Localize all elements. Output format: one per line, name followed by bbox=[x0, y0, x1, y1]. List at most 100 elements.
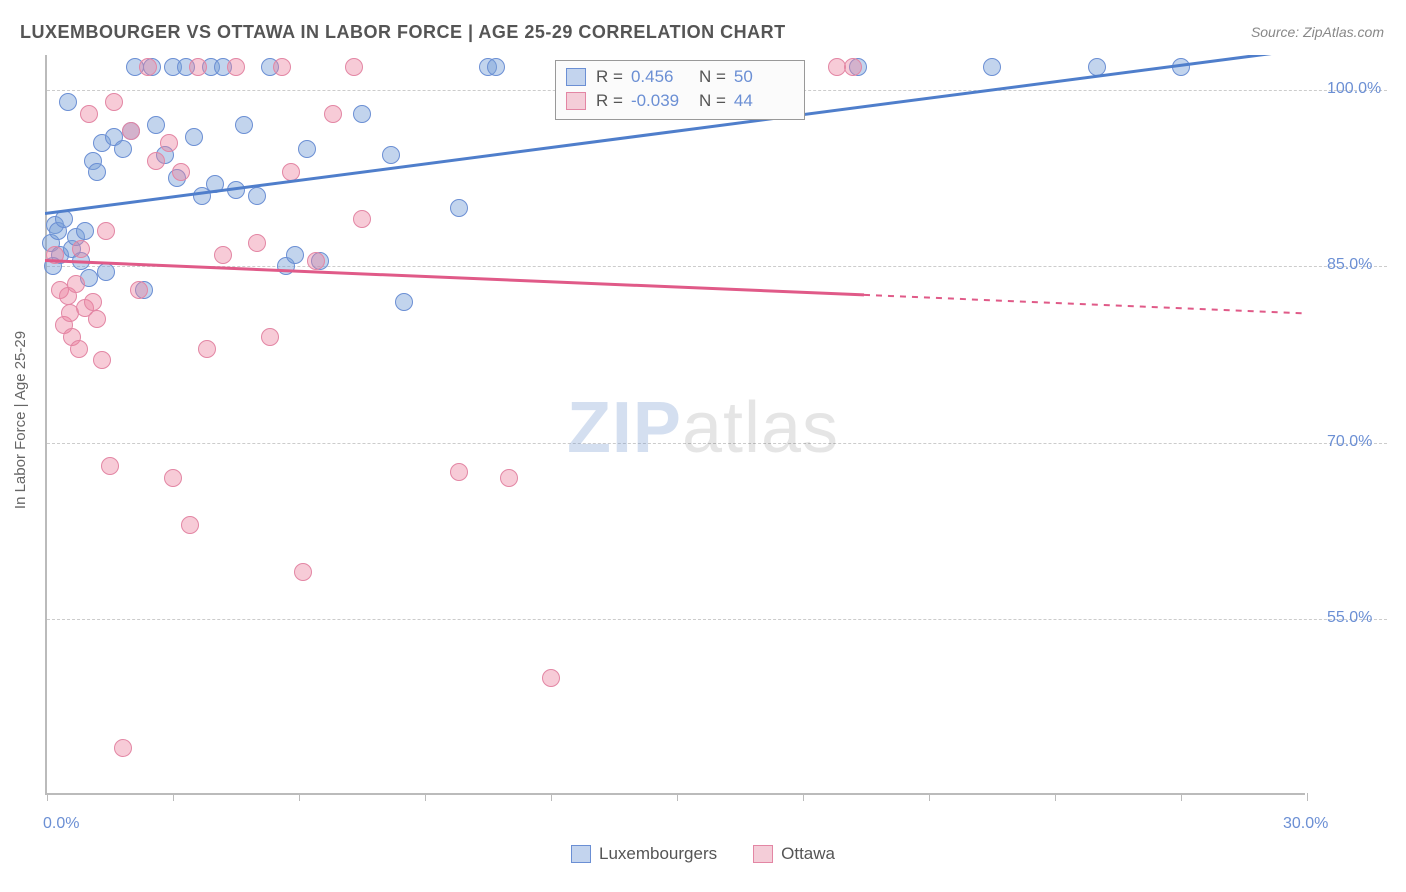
plot-area: 55.0%70.0%85.0%100.0%0.0%30.0% bbox=[45, 55, 1305, 795]
legend-swatch bbox=[753, 845, 773, 863]
x-tick bbox=[173, 793, 174, 801]
scatter-point bbox=[70, 340, 88, 358]
scatter-point bbox=[206, 175, 224, 193]
scatter-point bbox=[345, 58, 363, 76]
scatter-point bbox=[84, 293, 102, 311]
scatter-point bbox=[88, 163, 106, 181]
scatter-point bbox=[353, 105, 371, 123]
scatter-point bbox=[273, 58, 291, 76]
scatter-point bbox=[1088, 58, 1106, 76]
legend-label: Ottawa bbox=[781, 844, 835, 864]
n-value: 50 bbox=[734, 67, 794, 87]
r-value: 0.456 bbox=[631, 67, 691, 87]
scatter-point bbox=[130, 281, 148, 299]
y-axis-label: In Labor Force | Age 25-29 bbox=[12, 331, 29, 509]
scatter-point bbox=[324, 105, 342, 123]
y-tick-label: 70.0% bbox=[1327, 433, 1372, 451]
scatter-point bbox=[76, 222, 94, 240]
scatter-point bbox=[294, 563, 312, 581]
x-tick bbox=[299, 793, 300, 801]
scatter-point bbox=[97, 222, 115, 240]
x-tick bbox=[425, 793, 426, 801]
scatter-point bbox=[983, 58, 1001, 76]
scatter-point bbox=[97, 263, 115, 281]
scatter-point bbox=[139, 58, 157, 76]
legend-swatch bbox=[566, 92, 586, 110]
source-attribution: Source: ZipAtlas.com bbox=[1251, 24, 1384, 40]
x-tick-label: 30.0% bbox=[1283, 815, 1328, 833]
legend-label: Luxembourgers bbox=[599, 844, 717, 864]
scatter-point bbox=[395, 293, 413, 311]
bottom-legend-item: Ottawa bbox=[753, 844, 835, 864]
r-value: -0.039 bbox=[631, 91, 691, 111]
scatter-point bbox=[286, 246, 304, 264]
n-value: 44 bbox=[734, 91, 794, 111]
scatter-point bbox=[147, 116, 165, 134]
r-label: R = bbox=[596, 91, 623, 111]
x-tick bbox=[929, 793, 930, 801]
scatter-point bbox=[93, 351, 111, 369]
scatter-point bbox=[114, 739, 132, 757]
scatter-point bbox=[185, 128, 203, 146]
scatter-point bbox=[382, 146, 400, 164]
x-tick bbox=[803, 793, 804, 801]
legend-stat-row: R = -0.039 N = 44 bbox=[566, 89, 794, 113]
chart-title: LUXEMBOURGER VS OTTAWA IN LABOR FORCE | … bbox=[20, 22, 786, 43]
scatter-point bbox=[282, 163, 300, 181]
legend-swatch bbox=[566, 68, 586, 86]
chart-container: LUXEMBOURGER VS OTTAWA IN LABOR FORCE | … bbox=[0, 0, 1406, 892]
scatter-point bbox=[101, 457, 119, 475]
scatter-point bbox=[261, 328, 279, 346]
legend-stats-box: R = 0.456 N = 50 R = -0.039 N = 44 bbox=[555, 60, 805, 120]
scatter-point bbox=[181, 516, 199, 534]
scatter-point bbox=[114, 140, 132, 158]
x-tick bbox=[551, 793, 552, 801]
scatter-point bbox=[214, 246, 232, 264]
scatter-point bbox=[122, 122, 140, 140]
scatter-point bbox=[147, 152, 165, 170]
scatter-point bbox=[844, 58, 862, 76]
scatter-point bbox=[189, 58, 207, 76]
scatter-point bbox=[307, 252, 325, 270]
scatter-point bbox=[353, 210, 371, 228]
scatter-point bbox=[487, 58, 505, 76]
scatter-point bbox=[450, 199, 468, 217]
y-tick-label: 55.0% bbox=[1327, 609, 1372, 627]
n-label: N = bbox=[699, 91, 726, 111]
scatter-point bbox=[248, 187, 266, 205]
x-tick bbox=[1055, 793, 1056, 801]
x-tick bbox=[1181, 793, 1182, 801]
x-tick bbox=[1307, 793, 1308, 801]
scatter-point bbox=[105, 93, 123, 111]
n-label: N = bbox=[699, 67, 726, 87]
y-tick-label: 100.0% bbox=[1327, 80, 1381, 98]
x-tick bbox=[47, 793, 48, 801]
scatter-point bbox=[198, 340, 216, 358]
scatter-point bbox=[72, 240, 90, 258]
scatter-point bbox=[55, 210, 73, 228]
scatter-point bbox=[160, 134, 178, 152]
x-tick-label: 0.0% bbox=[43, 815, 79, 833]
scatter-point bbox=[67, 275, 85, 293]
scatter-point bbox=[298, 140, 316, 158]
bottom-legend: Luxembourgers Ottawa bbox=[0, 844, 1406, 868]
gridline bbox=[47, 266, 1387, 267]
scatter-point bbox=[542, 669, 560, 687]
scatter-point bbox=[164, 469, 182, 487]
scatter-point bbox=[500, 469, 518, 487]
scatter-point bbox=[46, 246, 64, 264]
gridline bbox=[47, 619, 1387, 620]
scatter-point bbox=[248, 234, 266, 252]
scatter-point bbox=[59, 93, 77, 111]
scatter-point bbox=[172, 163, 190, 181]
scatter-point bbox=[88, 310, 106, 328]
gridline bbox=[47, 443, 1387, 444]
scatter-point bbox=[828, 58, 846, 76]
y-tick-label: 85.0% bbox=[1327, 256, 1372, 274]
legend-swatch bbox=[571, 845, 591, 863]
legend-stat-row: R = 0.456 N = 50 bbox=[566, 65, 794, 89]
scatter-point bbox=[1172, 58, 1190, 76]
scatter-point bbox=[227, 181, 245, 199]
r-label: R = bbox=[596, 67, 623, 87]
scatter-point bbox=[80, 105, 98, 123]
